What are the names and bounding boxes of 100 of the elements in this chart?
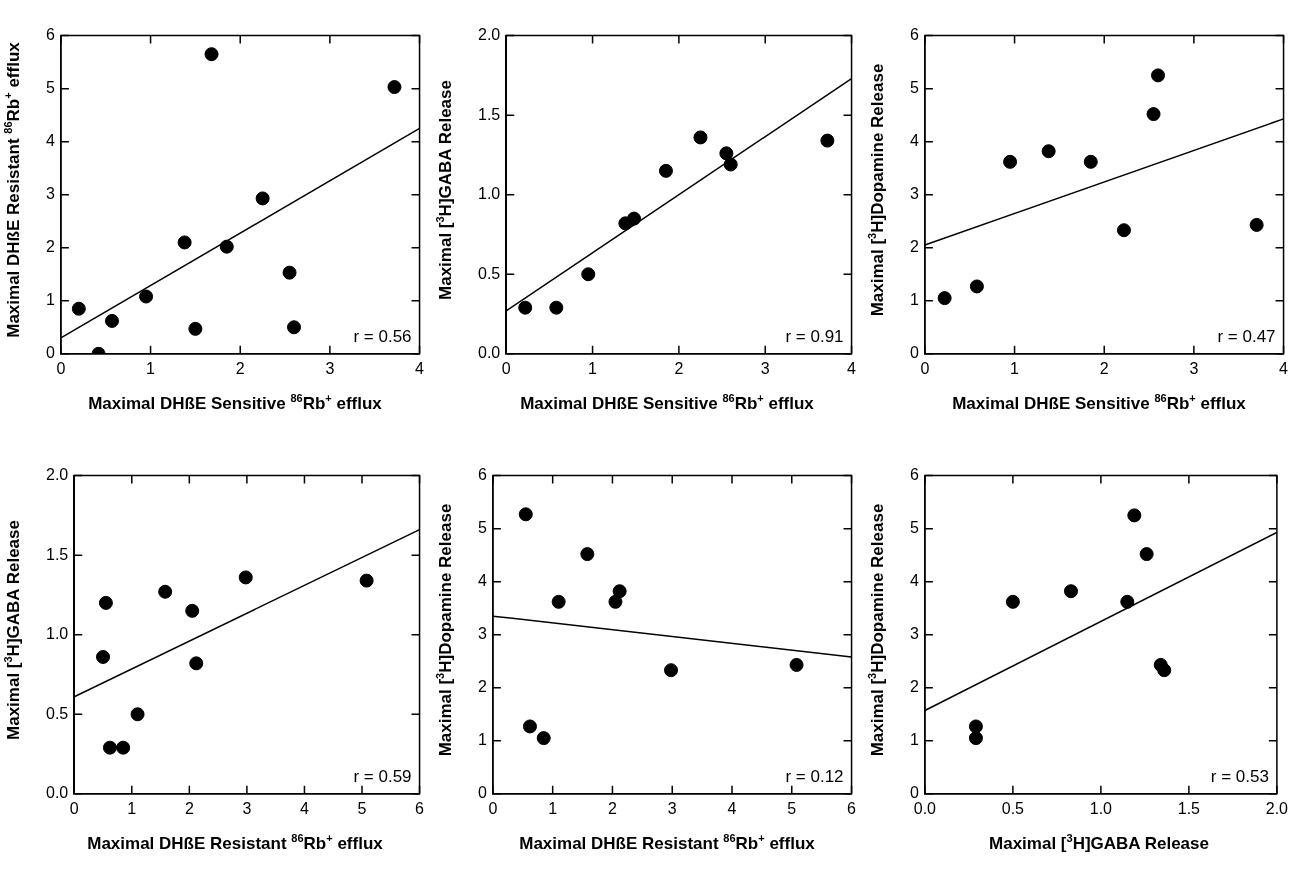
point xyxy=(580,547,595,562)
point xyxy=(387,80,402,95)
x-tick-label: 2 xyxy=(608,799,617,817)
y-tick-label: 5 xyxy=(477,519,487,537)
x-tick-label: 3 xyxy=(1189,359,1199,377)
y-tick-label: 0.5 xyxy=(45,704,69,722)
x-tick-label: 3 xyxy=(667,799,677,817)
point xyxy=(969,279,984,294)
point xyxy=(282,265,297,280)
point xyxy=(158,584,173,599)
point xyxy=(522,719,537,734)
point xyxy=(96,649,111,664)
y-tick-label: 0 xyxy=(909,784,919,802)
point xyxy=(789,657,804,672)
x-tick-label: 4 xyxy=(415,359,425,377)
x-tick-label: 0.5 xyxy=(1001,799,1025,817)
point xyxy=(968,731,983,746)
x-tick-label: 1.0 xyxy=(1089,799,1113,817)
x-tick-label: 1.5 xyxy=(1177,799,1201,817)
point xyxy=(139,289,154,304)
y-tick-label: 2.0 xyxy=(45,466,69,484)
y-tick-label: 0.0 xyxy=(45,784,69,802)
point xyxy=(1041,144,1056,159)
point xyxy=(612,584,627,599)
y-tick-label: 5 xyxy=(45,79,55,97)
x-tick-label: 4 xyxy=(1279,359,1289,377)
point xyxy=(581,267,596,282)
y-tick-label: 5 xyxy=(909,79,919,97)
annotation: r = 0.59 xyxy=(353,766,412,786)
y-tick-label: 1 xyxy=(909,291,919,309)
y-tick-label: 1.0 xyxy=(45,625,69,643)
x-tick-label: 2 xyxy=(1099,359,1109,377)
point xyxy=(1146,107,1161,122)
point xyxy=(664,663,679,678)
point xyxy=(518,300,533,315)
x-tick-label: 1 xyxy=(127,799,137,817)
x-axis-title: Maximal DHßE Resistant $^{86}$Rb$^{+}$ efflux xyxy=(86,832,384,854)
y-tick-label: 4 xyxy=(909,572,919,590)
y-tick-label: 6 xyxy=(909,26,919,44)
annotation: r = 0.56 xyxy=(353,326,412,346)
y-tick-label: 0 xyxy=(909,344,919,362)
point xyxy=(1127,508,1142,523)
y-tick-label: 0.5 xyxy=(477,264,501,282)
point xyxy=(536,731,551,746)
x-axis-title: Maximal DHßE Resistant $^{86}$Rb$^{+}$ efflux xyxy=(518,832,816,854)
point xyxy=(518,507,533,522)
x-tick-label: 2 xyxy=(235,359,245,377)
point xyxy=(359,573,374,588)
x-tick-label: 2 xyxy=(184,799,194,817)
annotation: r = 0.53 xyxy=(1210,766,1269,786)
annotation: r = 0.47 xyxy=(1217,326,1276,346)
x-tick-label: 6 xyxy=(847,799,857,817)
annotation: r = 0.12 xyxy=(785,766,844,786)
y-tick-label: 1.5 xyxy=(477,105,501,123)
y-tick-label: 2.0 xyxy=(477,26,501,44)
point xyxy=(71,301,86,316)
y-tick-label: 3 xyxy=(909,625,919,643)
y-tick-label: 2 xyxy=(477,678,487,696)
point xyxy=(1151,68,1166,83)
point xyxy=(608,594,623,609)
point xyxy=(1083,154,1098,169)
point xyxy=(189,656,204,671)
point xyxy=(1249,217,1264,232)
point xyxy=(1139,547,1154,562)
point xyxy=(105,313,120,328)
point xyxy=(1120,594,1135,609)
y-tick-label: 2 xyxy=(45,238,55,256)
point xyxy=(1063,584,1078,599)
point xyxy=(1116,223,1131,238)
point xyxy=(98,595,113,610)
x-tick-label: 1 xyxy=(548,799,558,817)
x-tick-label: 2 xyxy=(674,359,684,377)
point xyxy=(238,570,253,585)
y-tick-label: 1 xyxy=(477,731,487,749)
x-axis-title: Maximal DHßE Sensitive $^{86}$Rb$^{+}$ efflux xyxy=(951,392,1247,414)
y-tick-label: 3 xyxy=(909,185,919,203)
point xyxy=(116,740,131,755)
x-tick-label: 3 xyxy=(242,799,252,817)
y-tick-label: 2 xyxy=(909,238,919,256)
y-tick-label: 0 xyxy=(45,344,55,362)
y-tick-label: 1.0 xyxy=(477,185,501,203)
y-tick-label: 0.0 xyxy=(477,344,501,362)
point xyxy=(130,707,145,722)
annotation: r = 0.91 xyxy=(785,326,844,346)
y-tick-label: 4 xyxy=(909,132,919,150)
x-tick-label: 2.0 xyxy=(1265,799,1289,817)
point xyxy=(968,719,983,734)
y-tick-label: 5 xyxy=(909,519,919,537)
y-tick-label: 6 xyxy=(45,26,55,44)
point xyxy=(219,239,234,254)
point xyxy=(287,320,302,335)
point xyxy=(1005,594,1020,609)
point xyxy=(551,594,566,609)
x-tick-label: 0 xyxy=(920,359,930,377)
y-tick-label: 1 xyxy=(45,291,55,309)
x-tick-label: 5 xyxy=(787,799,797,817)
x-tick-label: 5 xyxy=(357,799,367,817)
point xyxy=(204,47,219,62)
x-tick-label: 3 xyxy=(325,359,335,377)
y-tick-label: 4 xyxy=(45,132,55,150)
